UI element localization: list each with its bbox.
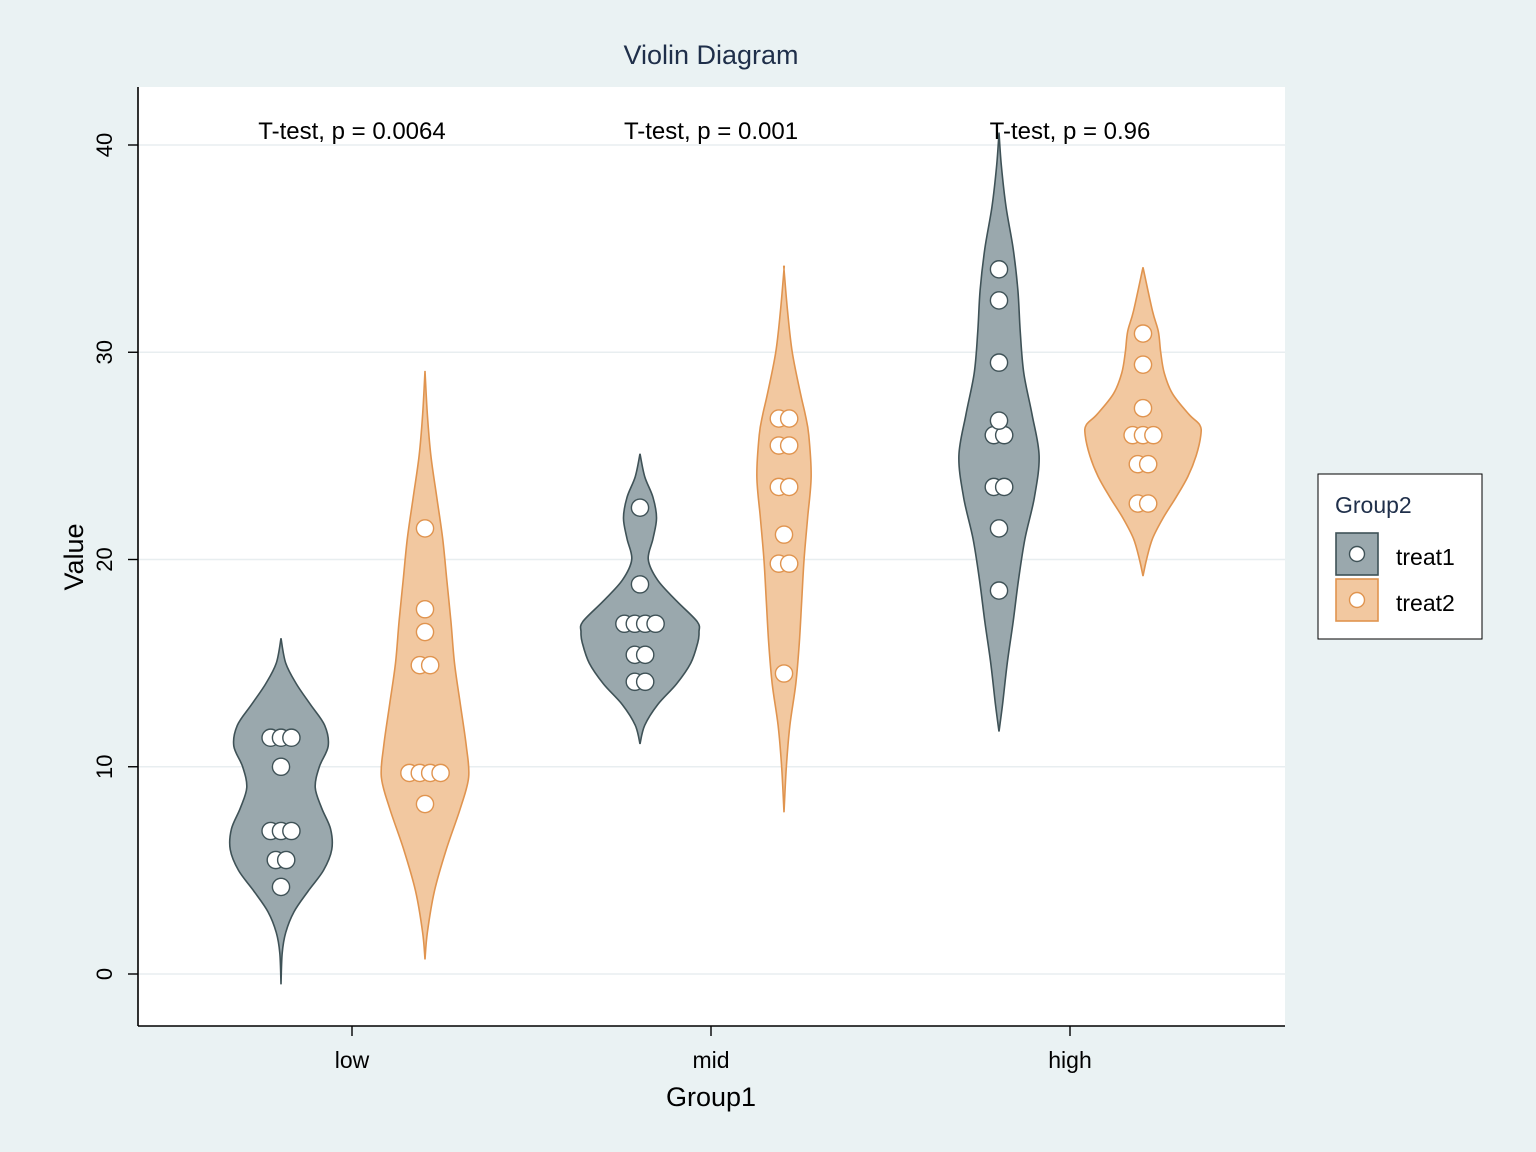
point-treat2-mid: [774, 664, 794, 683]
point-treat1-mid: [646, 614, 665, 634]
x-tick-label-high: high: [1048, 1047, 1091, 1073]
point-treat1-high: [989, 581, 1009, 600]
point-treat2-mid: [779, 477, 799, 497]
legend-label-treat1: treat1: [1396, 544, 1455, 570]
point-treat1-high: [989, 291, 1009, 310]
y-tick-label: 20: [92, 547, 117, 571]
point-treat2-low: [431, 763, 450, 783]
point-treat1-mid: [630, 498, 650, 517]
x-ticks: low mid high: [335, 1026, 1092, 1073]
point-treat1-mid: [635, 672, 655, 692]
point-treat2-high: [1138, 494, 1158, 513]
point-treat2-low: [420, 655, 440, 675]
point-treat2-low: [415, 794, 435, 814]
point-treat1-low: [282, 821, 301, 841]
legend-label-treat2: treat2: [1396, 590, 1455, 616]
point-treat2-low: [415, 622, 435, 642]
point-treat2-high: [1144, 425, 1163, 445]
point-treat1-mid: [630, 575, 650, 594]
point-treat1-high: [989, 519, 1009, 538]
point-treat2-mid: [779, 554, 799, 573]
y-axis-label: Value: [59, 523, 89, 590]
point-treat1-low: [271, 757, 291, 777]
point-treat2-high: [1133, 324, 1153, 343]
point-treat1-low: [276, 850, 296, 870]
point-treat2-high: [1138, 454, 1158, 474]
chart-title: Violin Diagram: [623, 40, 798, 70]
data-points: [261, 260, 1163, 897]
point-treat1-low: [282, 728, 301, 748]
y-tick-label: 40: [92, 133, 117, 157]
point-treat1-high: [989, 411, 1009, 430]
point-treat2-mid: [774, 525, 794, 544]
point-treat2-high: [1133, 355, 1153, 374]
point-treat2-mid: [779, 436, 799, 455]
point-treat2-mid: [779, 409, 799, 428]
legend-key-treat2: [1335, 578, 1379, 622]
point-treat2-low: [415, 599, 435, 619]
legend-title: Group2: [1335, 492, 1412, 518]
y-ticks: 0 10 20 30 40: [92, 133, 138, 980]
plot-panel: [138, 87, 1285, 1026]
y-tick-label: 10: [92, 755, 117, 779]
annotation-low: T-test, p = 0.0064: [258, 118, 445, 145]
x-axis-label: Group1: [666, 1082, 756, 1112]
legend: Group2 treat1 treat2: [1317, 473, 1483, 640]
legend-dot-treat1: [1348, 545, 1366, 563]
x-tick-label-mid: mid: [692, 1047, 729, 1073]
grid-lines: [138, 144, 1285, 975]
point-treat1-low: [271, 877, 291, 897]
point-treat2-high: [1133, 398, 1153, 418]
legend-dot-treat2: [1348, 591, 1366, 609]
point-treat1-high: [994, 477, 1014, 497]
annotation-high: T-test, p = 0.96: [990, 118, 1151, 145]
y-tick-label: 30: [92, 340, 117, 364]
violin-treat1-low: [228, 638, 334, 985]
x-tick-label-low: low: [335, 1047, 370, 1073]
annotation-mid: T-test, p = 0.001: [624, 118, 798, 145]
violin-treat1-mid: [579, 453, 701, 745]
violin-treat2-high: [1083, 267, 1203, 577]
point-treat1-high: [989, 353, 1009, 372]
point-treat1-mid: [635, 645, 655, 665]
y-tick-label: 0: [92, 968, 117, 980]
point-treat2-low: [415, 519, 435, 538]
point-treat1-high: [989, 260, 1009, 279]
annotations: T-test, p = 0.0064 T-test, p = 0.001 T-tes…: [258, 118, 1150, 145]
